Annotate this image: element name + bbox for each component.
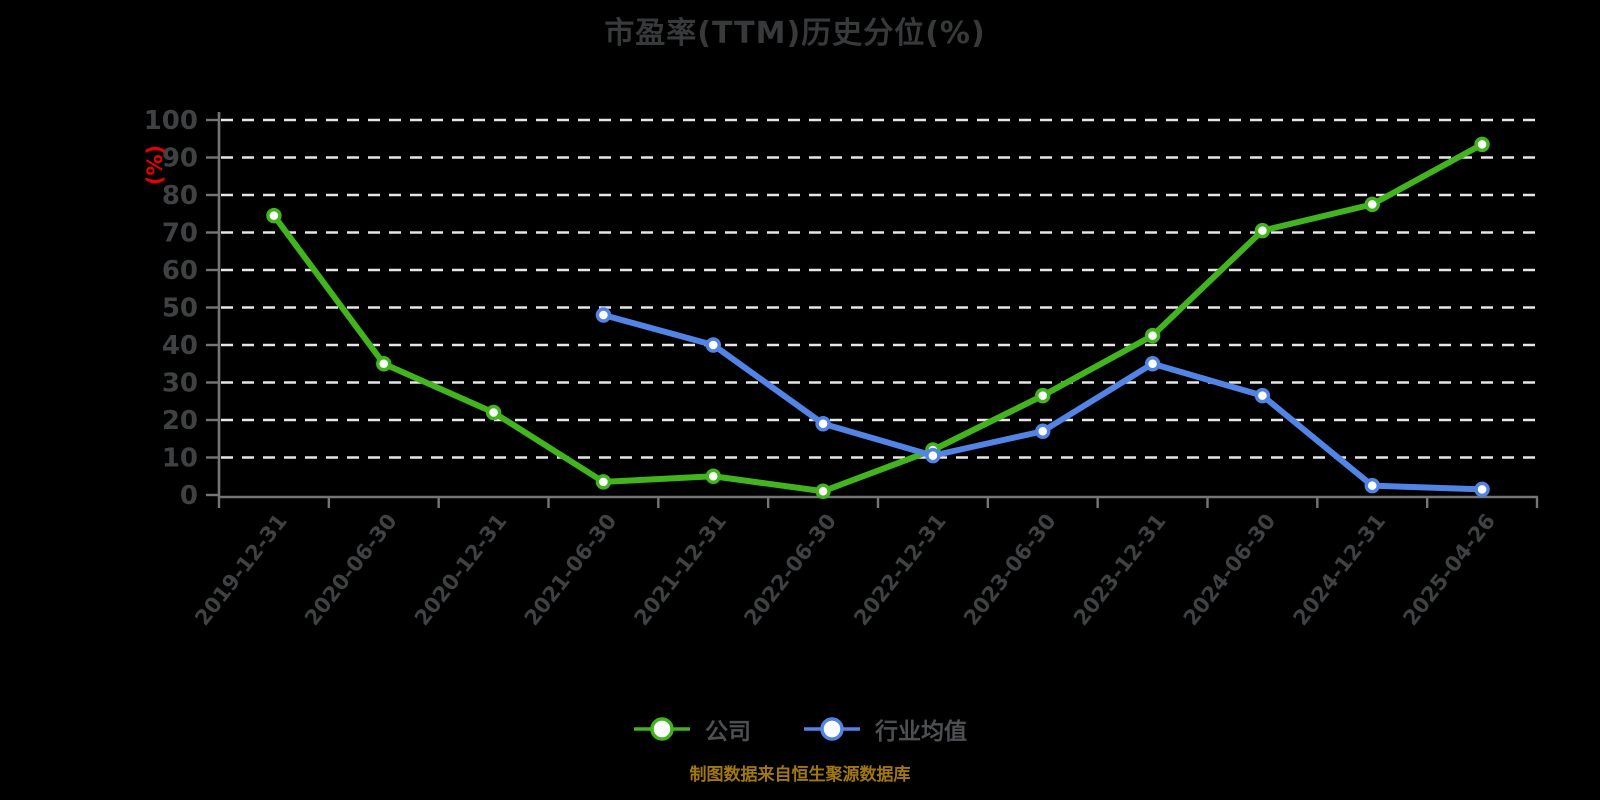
data-source-note: 制图数据来自恒生聚源数据库 [689,765,911,785]
x-tick-label: 2021-12-31 [630,509,732,630]
company-data-point [1474,136,1490,153]
industry-line-marker-icon [804,717,860,741]
company-data-point [705,468,721,484]
legend: 公司 行业均值 [0,712,1600,746]
legend-label-industry: 行业均值 [875,719,967,745]
legend-item-industry[interactable]: 行业均值 [803,712,967,746]
company-data-point [595,474,612,490]
company-series-line [270,141,1486,495]
y-axis-labels: 0 10 20 30 40 50 60 70 80 90 100 [144,106,218,511]
x-tick-label: 2024-06-30 [1179,509,1281,630]
industry-data-point [705,337,721,353]
y-tick-label: 10 [162,444,198,474]
legend-item-company[interactable]: 公司 [633,712,751,746]
y-tick-label: 60 [162,256,198,286]
company-data-point [376,356,392,372]
company-data-point [1144,327,1161,344]
x-tick-label: 2019-12-31 [190,509,292,630]
chart-title: 市盈率(TTM)历史分位(%) [604,16,986,51]
y-tick-label: 100 [144,106,198,136]
company-series [266,136,1490,499]
company-line-marker-icon [634,717,690,741]
company-data-point [1254,222,1271,239]
x-tick-label: 2021-06-30 [520,509,622,630]
x-tick-label: 2023-12-31 [1069,509,1171,630]
y-tick-label: 90 [162,144,198,174]
legend-label-company: 公司 [705,719,751,745]
x-tick-label: 2025-04-26 [1398,509,1500,630]
industry-data-point [1474,481,1490,498]
y-tick-label: 80 [162,181,198,211]
company-data-point [485,404,502,421]
industry-series [595,307,1490,498]
y-tick-label: 70 [162,219,198,249]
y-tick-label: 20 [162,406,198,436]
gridlines [221,118,1537,459]
industry-data-point [1254,387,1271,404]
industry-data-point [595,307,612,323]
y-tick-label: 0 [180,481,198,511]
industry-data-point [1035,423,1051,439]
y-tick-label: 30 [162,369,198,399]
industry-data-point [1144,356,1161,372]
company-data-point [266,207,282,224]
company-data-point [1364,196,1380,213]
x-tick-label: 2020-06-30 [300,509,402,630]
industry-data-point [925,447,941,464]
industry-data-point [1364,477,1380,494]
y-tick-label: 40 [162,331,198,361]
x-tick-label: 2023-06-30 [959,509,1061,630]
x-axis-labels: 2019-12-31 2020-06-30 2020-12-31 2021-06-30… [190,497,1539,630]
x-tick-label: 2020-12-31 [410,509,512,630]
industry-data-point [815,416,831,432]
y-axis-unit-label: (%) [143,145,167,185]
x-tick-label: 2022-12-31 [849,509,951,630]
x-tick-label: 2024-12-31 [1289,509,1391,630]
company-data-point [815,483,831,499]
y-tick-label: 50 [162,294,198,324]
company-data-point [1035,387,1051,404]
x-tick-label: 2022-06-30 [739,509,841,630]
